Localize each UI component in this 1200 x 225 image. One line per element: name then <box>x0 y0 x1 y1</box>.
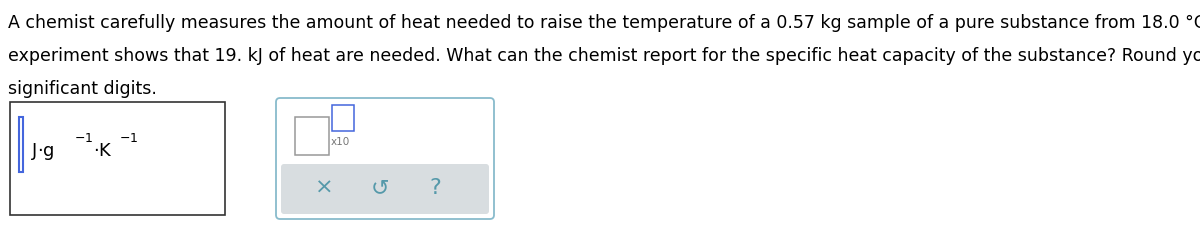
Text: J$\cdot$g: J$\cdot$g <box>31 140 55 161</box>
Text: experiment shows that 19. kJ of heat are needed. What can the chemist report for: experiment shows that 19. kJ of heat are… <box>8 47 1200 65</box>
FancyBboxPatch shape <box>276 99 494 219</box>
Text: $-1$: $-1$ <box>74 132 94 145</box>
Text: $\cdot$K: $\cdot$K <box>94 141 113 159</box>
Text: significant digits.: significant digits. <box>8 80 157 98</box>
Text: A chemist carefully measures the amount of heat needed to raise the temperature : A chemist carefully measures the amount … <box>8 14 1200 32</box>
Text: x10: x10 <box>331 136 350 146</box>
Bar <box>10 103 226 215</box>
Text: ?: ? <box>430 177 440 197</box>
Bar <box>295 117 329 155</box>
Bar <box>332 106 354 131</box>
Text: $-1$: $-1$ <box>119 132 138 145</box>
Text: ×: × <box>316 177 334 197</box>
Text: ↺: ↺ <box>371 177 389 197</box>
Bar <box>19 117 23 172</box>
FancyBboxPatch shape <box>281 164 490 214</box>
